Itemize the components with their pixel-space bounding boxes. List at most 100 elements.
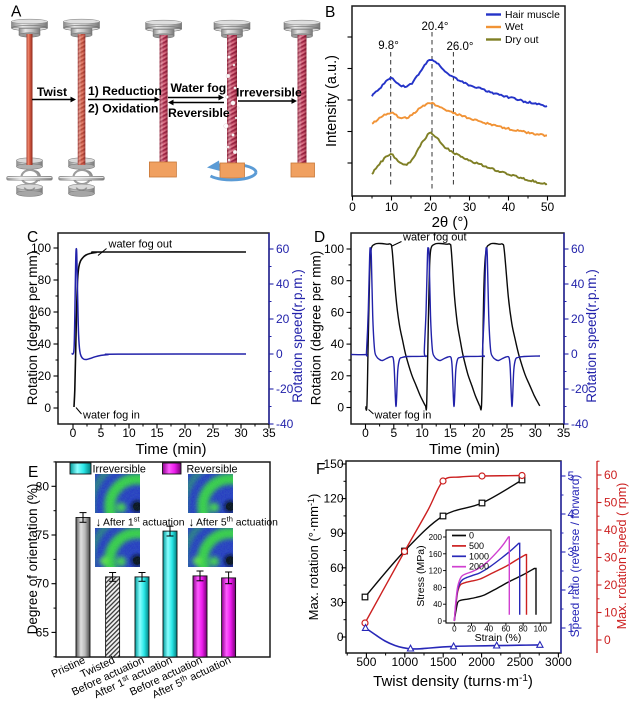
svg-text:-20: -20 <box>571 382 589 396</box>
svg-text:60: 60 <box>330 561 344 575</box>
svg-text:Wet: Wet <box>505 22 523 33</box>
svg-text:500: 500 <box>469 541 484 551</box>
svg-text:100: 100 <box>534 625 548 634</box>
svg-text:30: 30 <box>604 551 618 565</box>
svg-text:20: 20 <box>38 369 52 383</box>
svg-text:A: A <box>11 4 22 21</box>
svg-text:10: 10 <box>385 200 399 214</box>
svg-text:water fog out: water fog out <box>108 239 173 251</box>
svg-text:0: 0 <box>469 531 474 541</box>
svg-text:2θ (°): 2θ (°) <box>432 214 469 231</box>
svg-text:-40: -40 <box>571 417 589 431</box>
svg-text:C: C <box>27 229 38 246</box>
svg-text:60: 60 <box>571 242 585 256</box>
svg-text:Hair muscle: Hair muscle <box>505 10 560 21</box>
svg-text:0: 0 <box>604 633 611 647</box>
svg-text:Speed ratio (reverse / forward: Speed ratio (reverse / forward) <box>568 475 582 638</box>
svg-text:120: 120 <box>429 567 443 576</box>
svg-text:40: 40 <box>276 277 290 291</box>
svg-text:80: 80 <box>36 479 50 493</box>
svg-text:15: 15 <box>150 426 164 440</box>
svg-text:5: 5 <box>390 426 397 440</box>
svg-text:Max. rotation (°·mm-1): Max. rotation (°·mm-1) <box>306 494 321 621</box>
svg-text:160: 160 <box>429 550 443 559</box>
svg-text:5: 5 <box>98 426 105 440</box>
svg-text:1) Reduction: 1) Reduction <box>88 84 162 98</box>
svg-text:35: 35 <box>262 426 276 440</box>
svg-text:0: 0 <box>70 426 77 440</box>
svg-text:50: 50 <box>604 496 618 510</box>
svg-text:3000: 3000 <box>545 655 572 669</box>
svg-text:0: 0 <box>276 347 283 361</box>
svg-text:After 1st actuation: After 1st actuation <box>103 515 185 529</box>
svg-text:40: 40 <box>433 600 442 609</box>
svg-text:80: 80 <box>433 583 442 592</box>
svg-text:-20: -20 <box>276 382 294 396</box>
svg-text:60: 60 <box>276 242 290 256</box>
svg-text:20: 20 <box>604 578 618 592</box>
svg-text:30: 30 <box>463 200 477 214</box>
svg-text:100: 100 <box>31 241 51 255</box>
svg-text:500: 500 <box>356 655 376 669</box>
svg-text:2500: 2500 <box>507 655 534 669</box>
svg-text:Time (min): Time (min) <box>429 441 500 458</box>
svg-text:90: 90 <box>330 526 344 540</box>
svg-text:25: 25 <box>500 426 514 440</box>
svg-text:10: 10 <box>604 606 618 620</box>
svg-text:25: 25 <box>206 426 220 440</box>
svg-text:40: 40 <box>331 337 345 351</box>
svg-text:Dry out: Dry out <box>505 35 539 46</box>
svg-text:Intensity (a.u.): Intensity (a.u.) <box>324 55 340 147</box>
svg-text:40: 40 <box>604 523 618 537</box>
svg-text:40: 40 <box>571 277 585 291</box>
svg-text:0: 0 <box>337 401 344 415</box>
svg-text:D: D <box>314 229 325 246</box>
svg-text:20: 20 <box>331 369 345 383</box>
svg-text:30: 30 <box>234 426 248 440</box>
svg-text:60: 60 <box>38 305 52 319</box>
svg-text:0: 0 <box>571 347 578 361</box>
svg-text:80: 80 <box>519 625 528 634</box>
svg-text:Reversible: Reversible <box>187 464 238 476</box>
svg-text:F: F <box>316 461 325 478</box>
svg-text:60: 60 <box>501 625 510 634</box>
svg-text:Rotation (degree per mm): Rotation (degree per mm) <box>309 251 324 406</box>
svg-text:40: 40 <box>484 625 493 634</box>
svg-text:3: 3 <box>568 545 575 559</box>
svg-text:2) Oxidation: 2) Oxidation <box>88 102 158 116</box>
svg-text:9.8°: 9.8° <box>378 40 399 52</box>
svg-text:20: 20 <box>178 426 192 440</box>
svg-text:40: 40 <box>38 337 52 351</box>
svg-text:1000: 1000 <box>469 551 489 561</box>
svg-text:10: 10 <box>415 426 429 440</box>
svg-text:2000: 2000 <box>469 562 489 572</box>
svg-text:1: 1 <box>568 621 575 635</box>
svg-text:10: 10 <box>122 426 136 440</box>
svg-text:60: 60 <box>604 468 618 482</box>
svg-text:E: E <box>28 464 38 481</box>
svg-text:Stress (MPa): Stress (MPa) <box>415 545 427 606</box>
svg-text:15: 15 <box>444 426 458 440</box>
svg-text:0: 0 <box>452 625 457 634</box>
svg-text:1000: 1000 <box>391 655 418 669</box>
svg-text:Irreversible: Irreversible <box>93 464 146 476</box>
svg-text:20: 20 <box>276 312 290 326</box>
svg-text:2: 2 <box>568 583 575 597</box>
svg-text:80: 80 <box>38 273 52 287</box>
svg-text:Max. rotation speed ( rpm): Max. rotation speed ( rpm) <box>615 483 629 630</box>
svg-text:0: 0 <box>362 426 369 440</box>
svg-text:0: 0 <box>438 617 443 626</box>
svg-text:60: 60 <box>331 305 345 319</box>
svg-text:70: 70 <box>36 577 50 591</box>
svg-text:5: 5 <box>568 469 575 483</box>
svg-text:Rotation speed(r.p.m.): Rotation speed(r.p.m.) <box>584 269 599 403</box>
svg-text:water fog in: water fog in <box>374 410 432 422</box>
svg-text:After 5th actuation: After 5th actuation <box>196 515 278 529</box>
svg-text:30: 30 <box>330 595 344 609</box>
svg-text:75: 75 <box>36 528 50 542</box>
svg-text:Rotation speed(r.p.m.): Rotation speed(r.p.m.) <box>290 269 305 403</box>
svg-text:water fog out: water fog out <box>402 232 467 244</box>
svg-text:Degree of orientation (%): Degree of orientation (%) <box>25 484 40 635</box>
svg-text:40: 40 <box>502 200 516 214</box>
svg-text:Twist density (turns·m-1): Twist density (turns·m-1) <box>373 673 533 690</box>
